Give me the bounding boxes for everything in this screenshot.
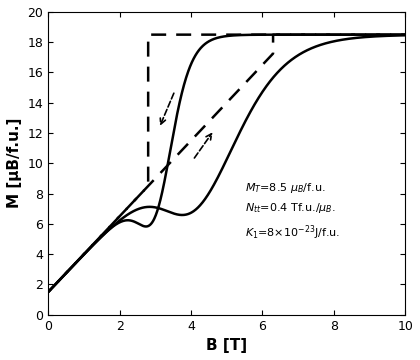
X-axis label: B [T]: B [T] <box>206 338 247 353</box>
Y-axis label: M [μB/f.u.]: M [μB/f.u.] <box>7 118 22 208</box>
Text: $M_T$=8.5 $\mu_B$/f.u.
$N_{tt}$=0.4 Tf.u./$\mu_B$.
$K_1$=8$\times$10$^{-23}$J/f.: $M_T$=8.5 $\mu_B$/f.u. $N_{tt}$=0.4 Tf.u… <box>244 181 340 242</box>
